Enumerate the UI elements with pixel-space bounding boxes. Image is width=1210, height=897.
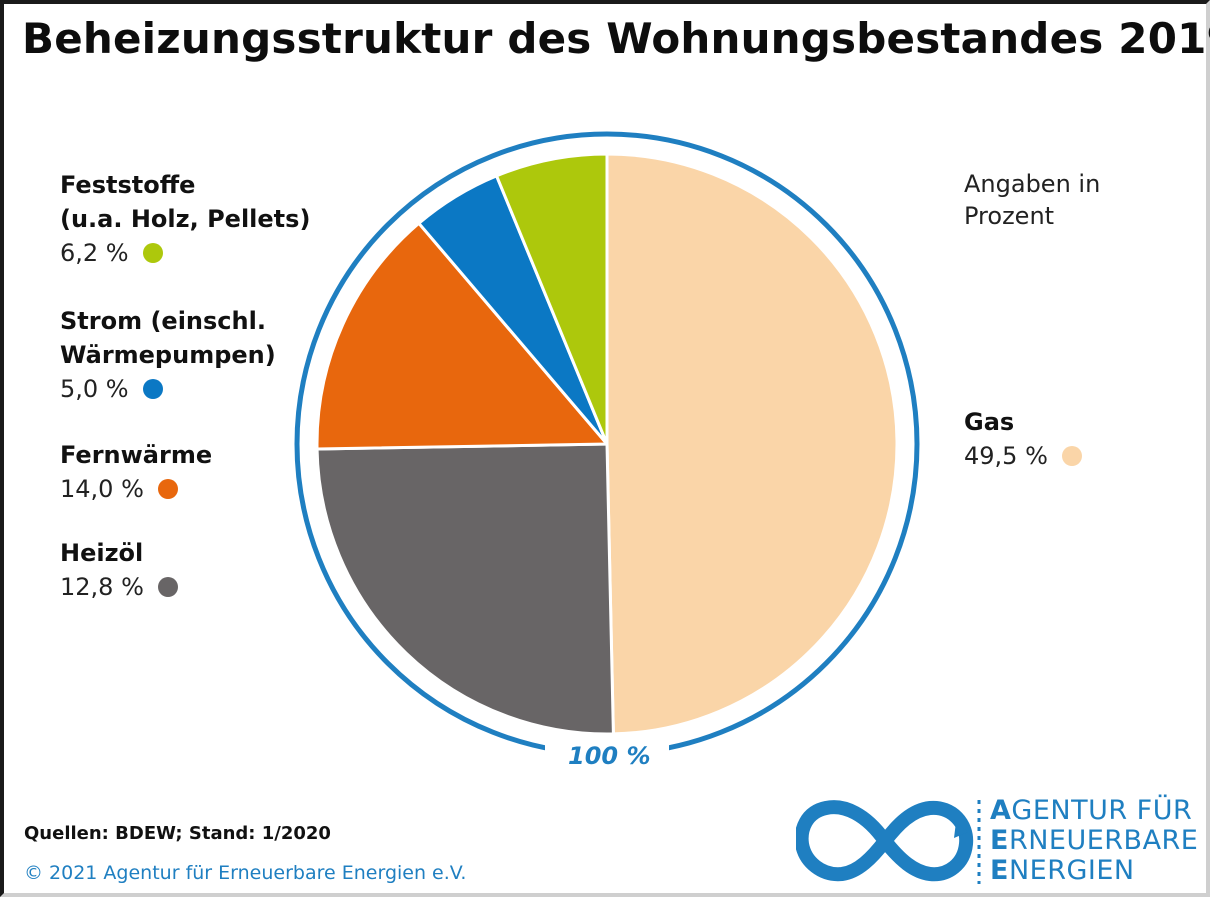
chart-title: Beheizungsstruktur des Wohnungsbestandes… xyxy=(22,14,1210,63)
total-label: 100 % xyxy=(568,742,651,770)
legend-feststoffe-value: 6,2 % xyxy=(60,239,129,267)
legend-heizoel: Heizöl 12,8 % xyxy=(60,536,178,604)
logo-initial-1: A xyxy=(990,795,1012,826)
legend-feststoffe-name: Feststoffe (u.a. Holz, Pellets) xyxy=(60,171,311,233)
legend-gas-name: Gas xyxy=(964,408,1015,436)
logo-initial-2: E xyxy=(990,825,1009,856)
legend-strom-swatch xyxy=(142,379,163,399)
legend-heizoel-swatch xyxy=(157,577,178,597)
legend-strom-value: 5,0 % xyxy=(60,375,129,403)
infinity-logo-icon xyxy=(796,800,974,882)
copyright-note: © 2021 Agentur für Erneuerbare Energien … xyxy=(24,862,467,884)
logo-line-3: NERGIEN xyxy=(1008,855,1135,886)
source-note: Quellen: BDEW; Stand: 1/2020 xyxy=(24,823,331,844)
logo-initial-3: E xyxy=(990,855,1009,886)
logo-wordmark: AGENTUR FÜR ERNEUERBARE ENERGIEN xyxy=(990,796,1198,886)
legend-feststoffe-swatch xyxy=(142,243,163,263)
legend-fernwaerme-value: 14,0 % xyxy=(60,475,144,503)
legend-gas-value: 49,5 % xyxy=(964,442,1048,470)
ring-label-gap xyxy=(545,740,669,768)
legend-fernwaerme-swatch xyxy=(157,479,178,499)
legend-heizoel-name: Heizöl xyxy=(60,539,144,567)
legend-fernwaerme-name: Fernwärme xyxy=(60,441,213,469)
legend-gas-swatch xyxy=(1061,446,1082,466)
legend-heizoel-value: 12,8 % xyxy=(60,573,144,601)
logo-line-2: RNEUERBARE xyxy=(1008,825,1199,856)
legend-strom-name: Strom (einschl. Wärmepumpen) xyxy=(60,307,276,369)
pie-slice-2 xyxy=(315,442,615,736)
pie-slice-1 xyxy=(605,152,899,736)
legend-gas: Gas 49,5 % xyxy=(964,405,1082,473)
pie-slice-5 xyxy=(495,152,609,446)
legend-fernwaerme: Fernwärme 14,0 % xyxy=(60,438,212,506)
legend-feststoffe: Feststoffe (u.a. Holz, Pellets) 6,2 % xyxy=(60,168,310,270)
logo-line-1: GENTUR FÜR xyxy=(1011,795,1193,826)
unit-note: Angaben in Prozent xyxy=(964,170,1101,230)
legend-strom: Strom (einschl. Wärmepumpen) 5,0 % xyxy=(60,304,276,406)
logo-divider xyxy=(977,800,981,884)
pie-slice-3 xyxy=(315,221,609,451)
